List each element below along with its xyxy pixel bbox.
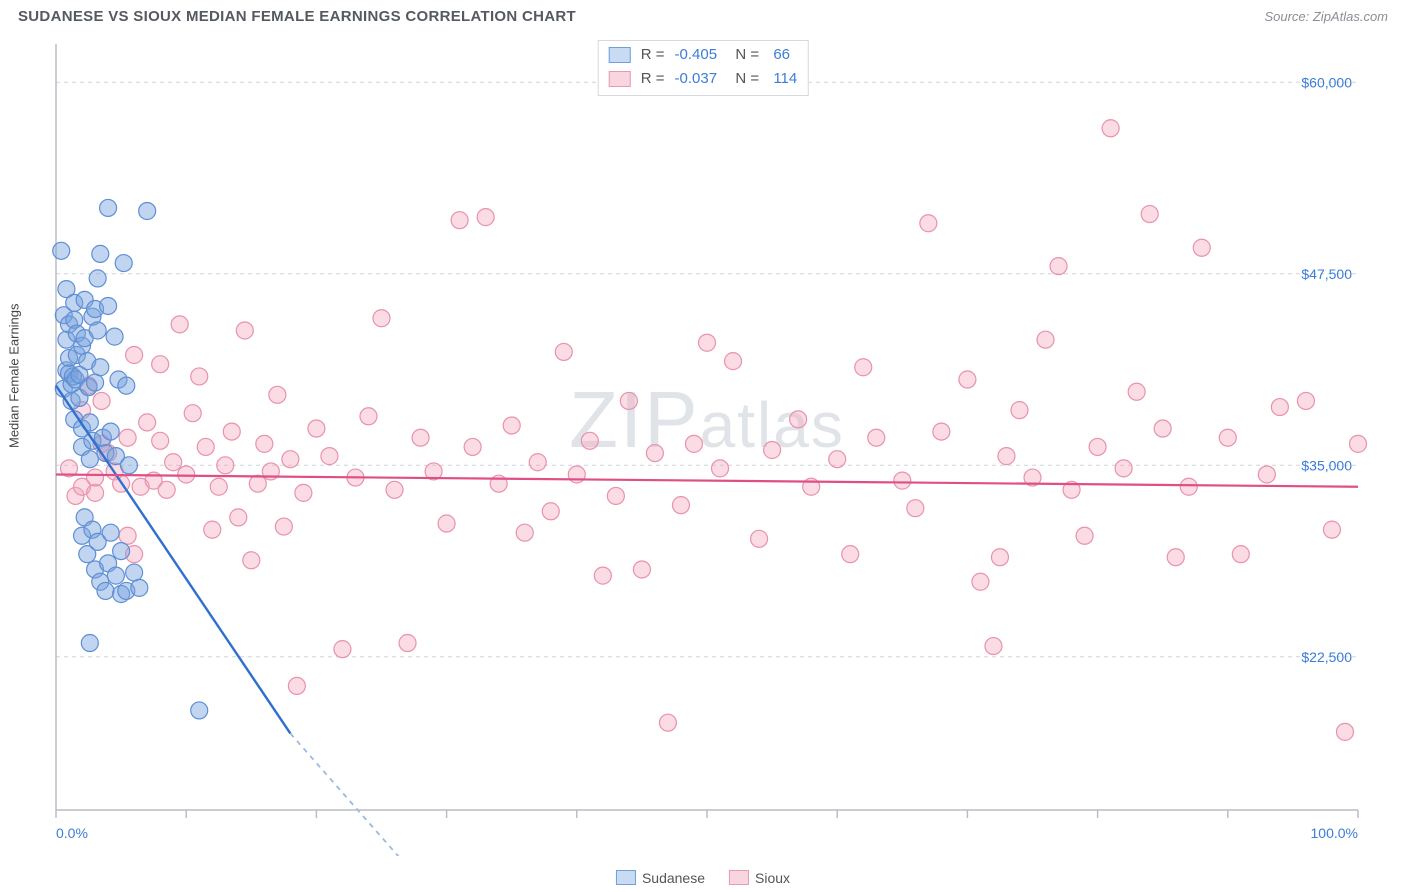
chart-title: SUDANESE VS SIOUX MEDIAN FEMALE EARNINGS…	[18, 8, 576, 25]
series-legend-item: Sioux	[729, 870, 790, 886]
source-label: Source: ZipAtlas.com	[1264, 9, 1388, 24]
legend-r-value: -0.405	[675, 43, 718, 67]
svg-text:100.0%: 100.0%	[1311, 825, 1358, 841]
legend-n-label: N =	[727, 43, 759, 67]
series-legend-item: Sudanese	[616, 870, 705, 886]
svg-text:$22,500: $22,500	[1301, 649, 1352, 665]
svg-text:$47,500: $47,500	[1301, 266, 1352, 282]
legend-swatch	[729, 870, 749, 885]
legend-swatch	[616, 870, 636, 885]
series-legend-label: Sudanese	[642, 870, 705, 886]
chart-area: Median Female Earnings $22,500$35,000$47…	[18, 40, 1388, 856]
svg-text:$35,000: $35,000	[1301, 457, 1352, 473]
svg-text:0.0%: 0.0%	[56, 825, 88, 841]
legend-n-value: 114	[769, 67, 797, 91]
legend-swatch	[609, 47, 631, 63]
y-axis-label: Median Female Earnings	[7, 303, 22, 448]
series-legend: Sudanese Sioux	[616, 870, 790, 886]
legend-row: R = -0.037 N = 114	[609, 67, 798, 91]
header: SUDANESE VS SIOUX MEDIAN FEMALE EARNINGS…	[0, 0, 1406, 29]
legend-r-label: R =	[641, 43, 665, 67]
series-legend-label: Sioux	[755, 870, 790, 886]
svg-text:$60,000: $60,000	[1301, 74, 1352, 90]
legend-r-label: R =	[641, 67, 665, 91]
legend-n-label: N =	[727, 67, 759, 91]
legend-n-value: 66	[769, 43, 790, 67]
legend-row: R = -0.405 N = 66	[609, 43, 798, 67]
legend-swatch	[609, 71, 631, 87]
scatter-chart: $22,500$35,000$47,500$60,0000.0%100.0%ZI…	[18, 40, 1388, 856]
legend-r-value: -0.037	[675, 67, 718, 91]
correlation-legend: R = -0.405 N = 66 R = -0.037 N = 114	[598, 40, 809, 96]
